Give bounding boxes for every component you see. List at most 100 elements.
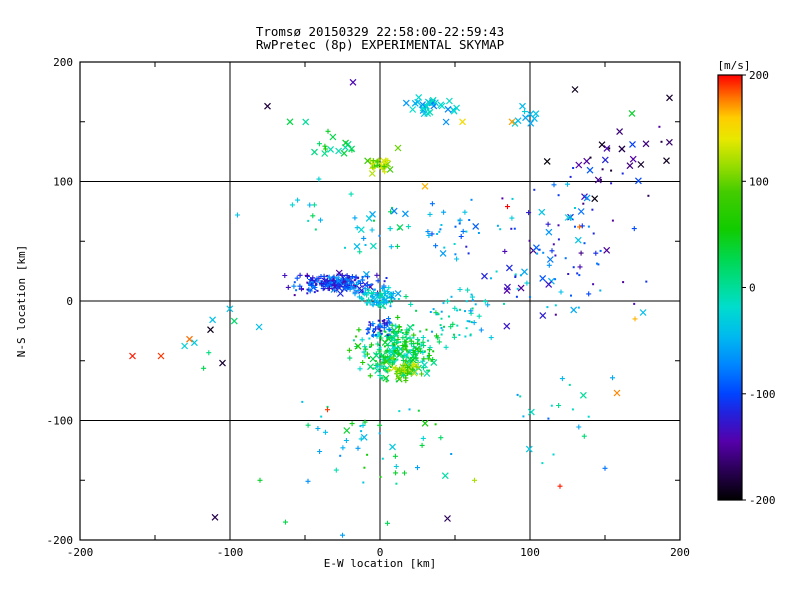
data-point [558, 289, 564, 295]
data-point [444, 105, 452, 113]
data-point [343, 438, 349, 443]
data-point [631, 226, 637, 232]
data-point [365, 351, 370, 357]
data-point [539, 274, 547, 282]
data-point [647, 194, 650, 197]
data-point [325, 407, 330, 413]
data-point [291, 283, 297, 289]
data-point [594, 176, 602, 184]
data-point [314, 276, 320, 282]
data-point [421, 343, 427, 349]
data-point [516, 287, 519, 290]
data-point [332, 277, 335, 280]
data-point [525, 445, 533, 453]
x-axis-tick-labels: -200 -100 0 100 200 [67, 546, 690, 559]
data-point [322, 143, 328, 149]
data-point [369, 355, 377, 363]
data-point [396, 367, 402, 373]
data-point [310, 213, 316, 219]
y-axis-label: N-S location [km] [15, 245, 28, 358]
data-point [360, 430, 363, 433]
data-point [386, 285, 392, 291]
data-point [336, 290, 344, 297]
data-point [522, 109, 527, 115]
data-point [554, 254, 557, 257]
data-point [400, 329, 403, 331]
data-point [373, 288, 376, 291]
data-point [425, 328, 428, 331]
data-point [593, 250, 599, 256]
data-point [470, 293, 473, 296]
data-point [342, 285, 348, 291]
data-point [397, 341, 399, 344]
colorbar-tick-label: 0 [749, 282, 756, 295]
data-point [557, 238, 560, 241]
data-point [364, 282, 370, 288]
data-point [305, 422, 311, 428]
data-point [505, 264, 513, 272]
data-point [637, 161, 645, 168]
data-point [392, 344, 398, 350]
data-point [432, 308, 435, 311]
data-point [522, 415, 525, 418]
data-point [645, 280, 648, 283]
data-point [583, 242, 586, 245]
data-point [665, 138, 673, 146]
data-point [348, 145, 356, 153]
data-point [481, 272, 488, 280]
data-point [454, 256, 460, 262]
data-point [511, 197, 514, 200]
data-point [589, 156, 592, 159]
data-point [395, 337, 401, 342]
data-point [313, 291, 316, 294]
data-point [302, 118, 310, 126]
data-point [423, 350, 426, 353]
data-point [373, 219, 375, 222]
data-point [559, 376, 565, 382]
data-point [541, 462, 544, 465]
data-point [381, 457, 384, 460]
y-tick-label: -200 [47, 534, 74, 547]
data-point [255, 323, 263, 331]
data-point [389, 443, 396, 451]
data-point [410, 349, 416, 355]
data-point [372, 328, 375, 331]
data-point [408, 329, 411, 332]
data-point [318, 281, 324, 286]
data-point [427, 211, 433, 217]
data-point [465, 327, 468, 330]
data-point [341, 277, 344, 280]
data-point [457, 217, 463, 223]
data-point [642, 140, 650, 148]
data-point [366, 332, 369, 335]
data-point [401, 332, 404, 334]
data-point [372, 330, 374, 333]
data-point [592, 283, 595, 286]
data-point [458, 222, 461, 225]
data-point [465, 245, 468, 248]
data-point [357, 249, 363, 255]
data-point [363, 466, 366, 469]
data-point [438, 102, 446, 110]
data-point [369, 291, 375, 296]
data-point [404, 330, 410, 336]
data-point [396, 358, 399, 361]
data-point [390, 291, 396, 297]
data-point [386, 316, 391, 322]
data-point [374, 272, 380, 278]
data-point [445, 298, 451, 304]
data-point [399, 341, 402, 344]
data-point [333, 467, 339, 473]
data-point [157, 352, 165, 360]
colorbar-gradient [718, 75, 742, 500]
data-point [371, 334, 374, 336]
data-point [570, 294, 572, 297]
data-point [571, 86, 579, 93]
data-point [301, 400, 304, 403]
data-point [400, 335, 406, 341]
plot-frame [79, 61, 681, 541]
data-point [577, 208, 585, 215]
data-point [429, 201, 435, 207]
data-point [379, 375, 385, 381]
